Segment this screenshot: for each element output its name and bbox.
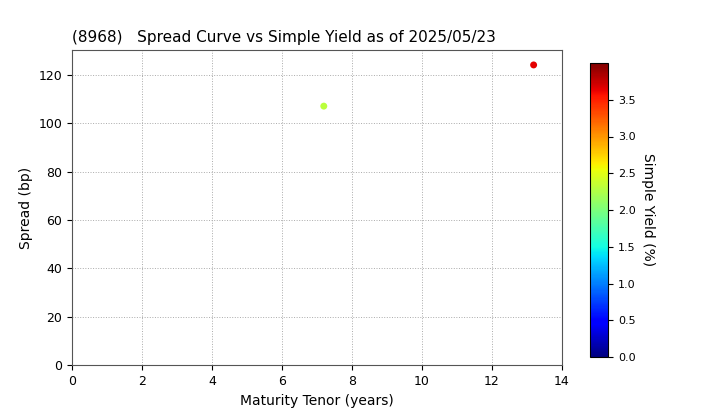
X-axis label: Maturity Tenor (years): Maturity Tenor (years) [240, 394, 394, 408]
Point [528, 62, 539, 68]
Point [318, 103, 330, 110]
Y-axis label: Simple Yield (%): Simple Yield (%) [642, 153, 655, 267]
Text: (8968)   Spread Curve vs Simple Yield as of 2025/05/23: (8968) Spread Curve vs Simple Yield as o… [72, 30, 496, 45]
Y-axis label: Spread (bp): Spread (bp) [19, 167, 33, 249]
